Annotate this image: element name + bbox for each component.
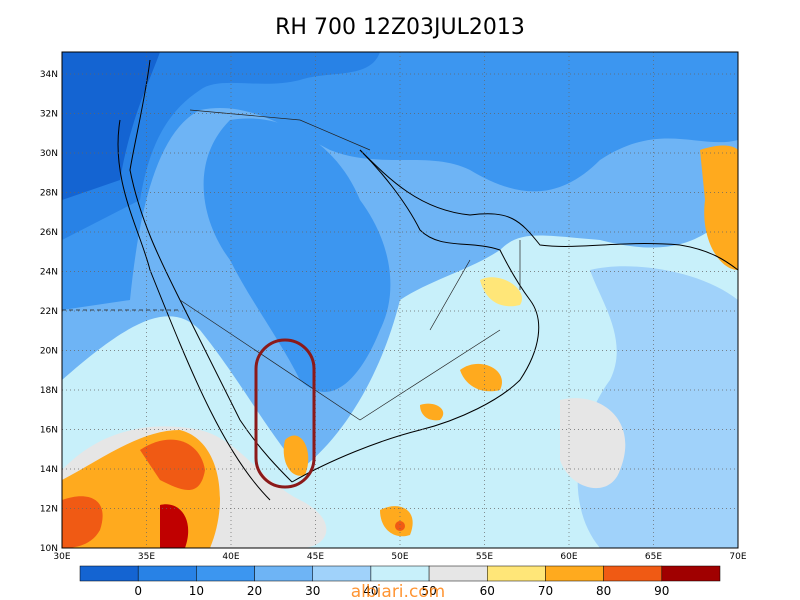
humidity-field <box>203 118 391 392</box>
longitude-label: 60E <box>560 552 577 562</box>
colorbar-label: 0 <box>134 584 142 598</box>
humidity-field <box>700 145 738 270</box>
humidity-field <box>160 504 189 548</box>
humidity-field <box>395 521 405 531</box>
humidity-field <box>560 398 626 489</box>
humidity-field <box>460 363 502 392</box>
humidity-field <box>283 435 309 476</box>
latitude-label: 20N <box>40 347 58 357</box>
colorbar-label: 20 <box>247 584 262 598</box>
colorbar-swatch <box>603 565 663 582</box>
colorbar-swatch <box>428 565 488 582</box>
longitude-label: 50E <box>391 552 408 562</box>
longitude-label: 65E <box>645 552 662 562</box>
watermark: albiari.com <box>351 582 446 600</box>
latitude-label: 28N <box>40 189 58 199</box>
latitude-label: 18N <box>40 386 58 396</box>
colorbar: 0 10 20 30 40 50 60 70 80 90 <box>79 565 721 598</box>
latitude-label: 10N <box>40 544 58 554</box>
colorbar-swatch <box>79 565 139 582</box>
longitude-label: 35E <box>138 552 155 562</box>
colorbar-label: 80 <box>596 584 611 598</box>
humidity-field <box>577 266 738 548</box>
humidity-field <box>62 52 160 200</box>
coastline <box>117 119 271 501</box>
colorbar-label: 40 <box>363 584 378 598</box>
longitude-label: 40E <box>222 552 239 562</box>
coastline <box>291 149 540 483</box>
latitude-label: 12N <box>40 505 58 515</box>
longitude-label: 55E <box>476 552 493 562</box>
latitude-label: 34N <box>40 70 58 80</box>
longitude-label: 30E <box>53 552 70 562</box>
border <box>179 109 521 421</box>
colorbar-label: 70 <box>538 584 553 598</box>
humidity-field <box>380 506 413 537</box>
latitude-label: 24N <box>40 268 58 278</box>
colorbar-swatch <box>545 565 604 582</box>
colorbar-swatch <box>254 565 313 582</box>
colorbar-label: 30 <box>305 584 320 598</box>
colorbar-label: 50 <box>421 584 436 598</box>
longitude-label: 70E <box>729 552 746 562</box>
map-frame <box>61 51 739 549</box>
colorbar-swatch <box>487 565 546 582</box>
longitude-label: 45E <box>307 552 324 562</box>
colorbar-swatch <box>196 565 255 582</box>
colorbar-swatch <box>661 565 721 582</box>
graticule: 10N 12N 14N 16N 18N 20N 22N 24N 26N 28N 30N 32N 34N 3… <box>40 52 747 562</box>
humidity-field <box>420 403 444 421</box>
humidity-field <box>62 496 103 548</box>
highlight-ellipse <box>254 338 316 489</box>
coastline <box>359 149 738 271</box>
colorbar-swatch <box>370 565 430 582</box>
colorbar-label: 90 <box>654 584 669 598</box>
latitude-label: 30N <box>40 149 58 159</box>
coastline <box>129 59 293 483</box>
humidity-field <box>140 439 205 490</box>
latitude-label: 32N <box>40 110 58 120</box>
title: RH 700 12Z03JUL2013 <box>275 15 525 40</box>
latitude-label: 26N <box>40 228 58 238</box>
colorbar-swatch <box>312 565 372 582</box>
latitude-label: 22N <box>40 307 58 317</box>
latitude-label: 14N <box>40 465 58 475</box>
colorbar-label: 60 <box>480 584 495 598</box>
colorbar-label: 10 <box>189 584 204 598</box>
latitude-label: 16N <box>40 426 58 436</box>
colorbar-swatch <box>137 565 197 582</box>
humidity-field <box>480 277 522 307</box>
